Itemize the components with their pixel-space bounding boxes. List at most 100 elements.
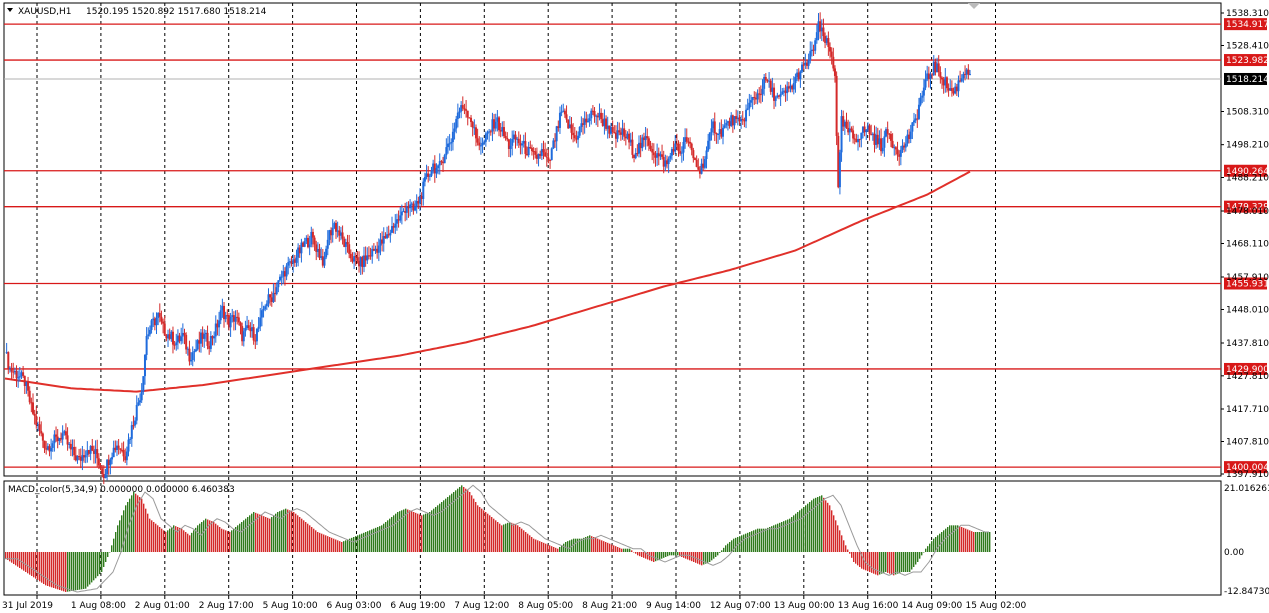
macd-bar — [391, 517, 393, 552]
candle-body — [944, 77, 947, 86]
price-label: 1498.210 — [1226, 141, 1269, 151]
macd-bar — [405, 508, 407, 552]
candle-body — [178, 335, 181, 342]
candle-body — [481, 142, 484, 146]
macd-bar — [209, 520, 211, 552]
candle-body — [773, 87, 776, 101]
candle-body — [558, 112, 561, 128]
macd-scale-zero: 0.00 — [1224, 548, 1244, 558]
macd-bar — [749, 532, 751, 552]
level-label: 1534.917 — [1226, 20, 1269, 30]
candle-body — [191, 352, 194, 361]
candle-body — [204, 332, 207, 334]
candle-body — [809, 51, 812, 61]
candle-body — [50, 447, 53, 452]
ohlc-values: 1520.195 1520.892 1517.680 1518.214 — [86, 7, 267, 17]
macd-bar — [421, 515, 423, 552]
macd-bar — [83, 552, 85, 589]
candle-body — [466, 110, 469, 118]
candle-body — [908, 134, 911, 139]
candle-body — [511, 139, 514, 146]
macd-bar — [425, 513, 427, 552]
macd-bar — [555, 547, 557, 552]
candle-body — [112, 447, 115, 458]
candle-body — [142, 376, 145, 392]
candle-body — [662, 156, 665, 167]
candle-body — [751, 97, 754, 101]
macd-bar — [469, 492, 471, 552]
candle-body — [12, 371, 15, 373]
candle-body — [180, 336, 183, 342]
candle-body — [519, 143, 522, 146]
macd-bar — [967, 529, 969, 552]
candle-body — [939, 72, 942, 78]
macd-bar — [783, 521, 785, 552]
level-tag — [1224, 362, 1267, 375]
candle-body — [214, 323, 217, 337]
candle-body — [30, 402, 33, 404]
candle-body — [64, 431, 67, 436]
macd-bar — [973, 532, 975, 552]
candle-body — [372, 248, 375, 251]
candle-body — [667, 158, 670, 165]
dropdown-triangle-icon[interactable] — [7, 8, 13, 12]
candle-body — [682, 141, 685, 153]
macd-scale-top: 21.016261 — [1224, 484, 1269, 494]
macd-bar — [751, 531, 753, 552]
macd-bar — [603, 541, 605, 552]
candle-body — [458, 111, 461, 113]
candle-body — [428, 175, 431, 177]
candle-body — [59, 438, 62, 440]
candle-body — [919, 97, 922, 105]
macd-bar — [935, 537, 937, 552]
macd-bar — [861, 552, 863, 569]
macd-bar — [895, 552, 897, 575]
candle-body — [801, 64, 804, 72]
macd-bar — [987, 532, 989, 552]
horizontal-levels[interactable]: 1534.917 1523.982 1490.264 1479.329 1455.931… — [4, 18, 1269, 474]
candle-body — [115, 445, 118, 451]
macd-bar — [427, 512, 429, 552]
candle-body — [815, 32, 818, 41]
candle-body — [649, 145, 652, 149]
macd-bar — [245, 518, 247, 552]
macd-bar — [891, 552, 893, 575]
macd-bar — [531, 537, 533, 552]
candle-body — [540, 149, 543, 156]
macd-bar — [189, 535, 191, 552]
candle-body — [721, 127, 724, 137]
candle-body — [789, 85, 792, 89]
candle-body — [781, 91, 784, 94]
macd-bar — [373, 528, 375, 552]
candle-body — [904, 143, 907, 148]
candle-body — [501, 127, 504, 132]
macd-bar — [961, 527, 963, 552]
macd-bar — [347, 539, 349, 552]
macd-bar — [883, 552, 885, 573]
macd-bar — [809, 502, 811, 552]
candle-body — [443, 155, 446, 164]
candle-body — [407, 206, 410, 209]
macd-bar — [87, 552, 89, 587]
macd-bar — [307, 523, 309, 552]
candle-body — [94, 449, 97, 454]
candle-body — [628, 133, 631, 143]
candle-body — [311, 231, 314, 238]
macd-bar — [403, 509, 405, 552]
macd-bar — [461, 485, 463, 552]
macd-bar — [799, 510, 801, 552]
macd-bar — [279, 511, 281, 552]
macd-bar — [745, 533, 747, 552]
chart-shift-marker-icon[interactable] — [968, 3, 980, 9]
macd-bar — [29, 552, 31, 575]
candle-body — [124, 456, 127, 461]
candle-body — [703, 159, 706, 168]
macd-bar — [225, 530, 227, 552]
candle-body — [891, 140, 894, 148]
candle-body — [901, 145, 904, 150]
candle-body — [494, 121, 497, 129]
macd-signal-line — [5, 484, 989, 593]
macd-bar — [207, 519, 209, 552]
candle-body — [420, 195, 423, 199]
